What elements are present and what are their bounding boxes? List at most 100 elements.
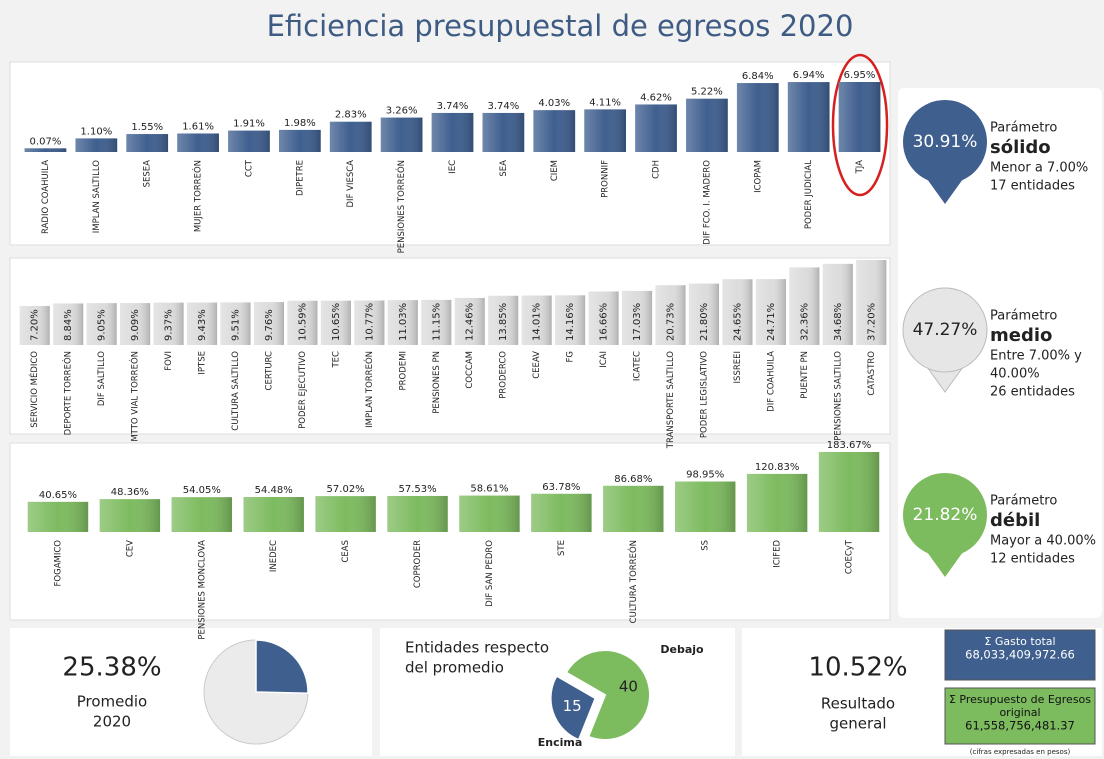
pie-slice xyxy=(255,639,309,695)
bar-shade xyxy=(387,300,418,345)
bar-shade xyxy=(253,302,285,345)
value-label: 9.76% xyxy=(264,309,275,341)
param-level: medio xyxy=(990,325,1052,346)
category-label: PRODEMI xyxy=(398,351,408,390)
value-label: 16.66% xyxy=(599,303,610,341)
bar-shade xyxy=(787,82,830,152)
value-label: 9.05% xyxy=(97,309,108,341)
category-label: COECyT xyxy=(845,539,855,574)
param-title: Parámetro xyxy=(990,494,1057,509)
bar-shade xyxy=(421,299,452,345)
category-label: MTTO VIAL TORREÓN xyxy=(129,351,141,442)
param-count: 12 entidades xyxy=(990,552,1075,567)
param-level: sólido xyxy=(990,137,1051,158)
bar-shade xyxy=(278,129,321,152)
value-label: 17.03% xyxy=(632,303,643,341)
value-label: 57.02% xyxy=(327,484,365,495)
value-label: 1.55% xyxy=(131,122,163,133)
value-label: 3.74% xyxy=(437,101,469,112)
category-label: CDH xyxy=(652,160,662,179)
bar-shade xyxy=(320,300,351,345)
category-label: ICATEC xyxy=(633,351,643,381)
average-caption: 2020 xyxy=(93,713,131,731)
value-label: 24.71% xyxy=(766,303,777,341)
bar-shade xyxy=(75,138,118,152)
value-label: 7.20% xyxy=(30,309,41,341)
highlight xyxy=(831,53,889,197)
total-box xyxy=(944,687,1096,745)
average-value: 25.38% xyxy=(62,653,161,683)
total-label: Σ Gasto total xyxy=(984,635,1055,648)
category-label: ICIFED xyxy=(773,540,783,568)
value-label: 10.59% xyxy=(297,303,308,341)
bar-shade xyxy=(153,302,184,345)
bar-shade xyxy=(380,117,423,152)
pie-value: 15 xyxy=(563,697,582,715)
value-label: 3.74% xyxy=(487,101,519,112)
category-label: INEDEC xyxy=(269,540,279,572)
bar-shade xyxy=(856,260,887,345)
pie-slice xyxy=(564,649,651,741)
param-title: Parámetro xyxy=(990,121,1057,136)
category-label: FOGAMICO xyxy=(53,540,63,587)
value-label: 63.78% xyxy=(542,482,580,493)
category-label: TJA xyxy=(855,160,865,175)
value-label: 13.85% xyxy=(498,303,509,341)
category-label: PENSIONES SALTILLO xyxy=(833,351,843,441)
value-label: 9.37% xyxy=(164,309,175,341)
value-label: 98.95% xyxy=(686,470,724,481)
total-amount: 68,033,409,972.66 xyxy=(965,648,1075,662)
bar-shade xyxy=(177,133,219,152)
category-label: PENSIONES MONCLOVA xyxy=(197,540,207,640)
category-label: PODER LEGISLATIVO xyxy=(699,351,709,438)
value-label: 0.07% xyxy=(30,136,62,147)
bar-shade xyxy=(736,83,779,152)
bar-shade xyxy=(686,98,728,152)
category-label: DIF FCO. I. MADERO xyxy=(702,160,712,245)
category-label: COCCAM xyxy=(465,351,475,389)
value-label: 4.62% xyxy=(640,92,672,103)
value-label: 34.68% xyxy=(833,303,844,341)
category-label: TEC xyxy=(331,351,341,369)
bar-shade xyxy=(220,302,251,345)
value-label: 1.98% xyxy=(284,118,316,129)
param-range: Entre 7.00% y xyxy=(990,349,1082,364)
category-label: SESEA xyxy=(143,160,153,188)
category-label: IMPLAN SALTILLO xyxy=(92,160,102,234)
bar-shade xyxy=(27,501,89,532)
category-label: CIEM xyxy=(550,160,560,181)
value-label: 11.15% xyxy=(431,303,442,341)
value-label: 40.65% xyxy=(39,490,77,501)
value-label: 58.61% xyxy=(470,484,508,495)
panel xyxy=(10,628,372,756)
pie-title: Entidades respecto xyxy=(405,639,549,657)
category-label: DIF VIESCA xyxy=(346,160,356,208)
value-label: 21.80% xyxy=(699,303,710,341)
bar-shade xyxy=(126,134,169,152)
value-label: 24.65% xyxy=(732,303,743,341)
category-label: PRONNIF xyxy=(601,160,611,198)
bar-shade xyxy=(603,485,664,532)
result-caption: Resultado xyxy=(821,695,895,713)
bar-shade xyxy=(287,300,318,345)
value-label: 4.03% xyxy=(538,98,570,109)
value-label: 183.67% xyxy=(827,440,872,451)
bar-shade xyxy=(99,499,161,532)
category-label: DIF SALTILLO xyxy=(97,351,107,406)
value-label: 9.51% xyxy=(231,309,242,341)
category-label: DIF COAHUILA xyxy=(766,351,776,412)
category-label: CEAS xyxy=(341,540,351,563)
category-label: DIPETRE xyxy=(295,160,305,196)
value-label: 4.11% xyxy=(589,97,621,108)
bar-shade xyxy=(789,267,820,345)
category-label: IMPLAN TORREÓN xyxy=(363,351,375,428)
bar-shade xyxy=(431,112,474,152)
bar-shade xyxy=(688,283,720,345)
bar-shade xyxy=(533,110,576,152)
category-label: MUJER TORREÓN xyxy=(192,160,204,232)
value-label: 5.22% xyxy=(691,87,723,98)
bar-shade xyxy=(488,295,519,345)
bar-shade xyxy=(120,303,151,345)
category-label: CERTURC xyxy=(264,351,274,390)
param-level: débil xyxy=(990,510,1040,531)
